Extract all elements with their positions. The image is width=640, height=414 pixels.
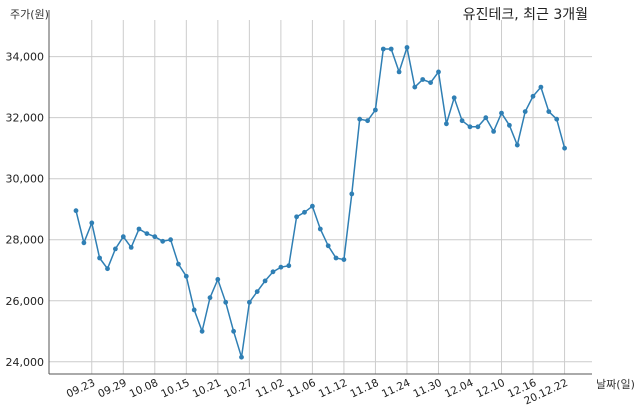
- data-point: [81, 240, 87, 246]
- data-point: [365, 118, 370, 124]
- data-point: [113, 246, 118, 252]
- data-point: [459, 118, 465, 124]
- data-point: [333, 255, 339, 261]
- data-point: [136, 226, 142, 232]
- data-point: [341, 257, 347, 262]
- data-point: [215, 277, 221, 282]
- data-point: [436, 69, 441, 75]
- data-point: [286, 263, 292, 269]
- y-tick-label: 24,000: [6, 356, 45, 369]
- data-point: [302, 209, 307, 215]
- data-point: [349, 191, 355, 197]
- x-tick-label: 10.08: [128, 377, 160, 401]
- data-point: [262, 278, 268, 284]
- y-axis-ticks: 24,000 26,000 28,000 30,000 32,000 34,000: [6, 51, 45, 369]
- x-tick-label: 10.15: [159, 377, 191, 401]
- data-point: [160, 238, 166, 244]
- data-point: [451, 95, 457, 101]
- x-tick-label: 11.12: [317, 377, 349, 401]
- data-point: [231, 328, 237, 334]
- data-point: [562, 145, 567, 151]
- x-tick-label: 10.21: [191, 377, 223, 401]
- data-point: [294, 214, 299, 220]
- y-tick-label: 26,000: [6, 295, 45, 308]
- data-point: [373, 107, 378, 113]
- x-tick-label: 09.29: [96, 377, 128, 401]
- data-point: [73, 208, 79, 214]
- data-point: [317, 226, 323, 232]
- data-point: [120, 234, 126, 240]
- x-tick-label: 12.04: [443, 377, 476, 401]
- data-point: [199, 328, 205, 334]
- y-tick-label: 28,000: [6, 234, 45, 247]
- x-tick-label: 11.30: [411, 377, 443, 401]
- data-point: [522, 109, 528, 114]
- axes: [48, 10, 592, 375]
- series-line: [75, 44, 566, 358]
- x-tick-label: 09.23: [65, 377, 97, 401]
- data-point: [475, 124, 481, 130]
- data-point: [546, 109, 552, 114]
- data-point: [168, 237, 174, 243]
- data-point: [152, 234, 158, 240]
- data-point: [128, 245, 134, 250]
- data-point: [207, 295, 213, 301]
- data-point: [357, 116, 363, 122]
- data-point: [278, 264, 284, 270]
- data-point: [144, 231, 150, 237]
- data-point: [247, 299, 252, 305]
- y-tick-label: 30,000: [6, 173, 45, 186]
- data-point: [183, 273, 189, 279]
- data-point: [325, 243, 331, 249]
- x-tick-label: 11.18: [348, 377, 380, 401]
- data-point: [239, 354, 244, 360]
- data-point: [388, 46, 394, 52]
- data-point: [89, 220, 95, 226]
- x-tick-label: 11.06: [285, 377, 318, 401]
- data-point: [176, 261, 181, 267]
- data-point: [530, 93, 536, 99]
- data-point: [514, 142, 520, 148]
- data-point: [428, 80, 433, 85]
- data-point: [97, 255, 102, 261]
- data-point: [412, 84, 418, 90]
- data-point: [538, 84, 544, 90]
- x-tick-label: 12.10: [474, 377, 506, 401]
- data-point: [380, 46, 386, 52]
- data-point: [191, 307, 197, 313]
- data-point: [444, 121, 449, 127]
- data-point: [254, 289, 260, 294]
- data-point: [270, 269, 276, 275]
- x-axis-title: 날짜(일): [596, 378, 635, 391]
- data-point: [499, 110, 504, 116]
- data-point: [105, 266, 110, 272]
- data-point: [491, 129, 496, 134]
- y-tick-label: 34,000: [6, 51, 45, 64]
- data-point: [554, 116, 560, 122]
- data-point: [467, 124, 473, 130]
- x-tick-label: 11.24: [380, 377, 413, 401]
- data-point: [310, 203, 315, 209]
- y-tick-label: 32,000: [6, 112, 45, 125]
- data-point: [404, 45, 410, 50]
- x-tick-label: 10.27: [222, 377, 254, 401]
- y-axis-title: 주가(원): [10, 8, 49, 21]
- data-point: [483, 115, 489, 121]
- data-point: [223, 299, 229, 305]
- x-axis-ticks: 09.23 09.29 10.08 10.15 10.21 10.27 11.02 11.06…: [65, 377, 570, 408]
- gridlines: [49, 20, 592, 374]
- data-point: [507, 122, 512, 128]
- x-tick-label: 11.02: [254, 377, 286, 401]
- data-point: [420, 77, 426, 82]
- series-points: [73, 45, 567, 360]
- data-point: [396, 69, 402, 75]
- chart-title: 유진테크, 최근 3개월: [462, 7, 588, 23]
